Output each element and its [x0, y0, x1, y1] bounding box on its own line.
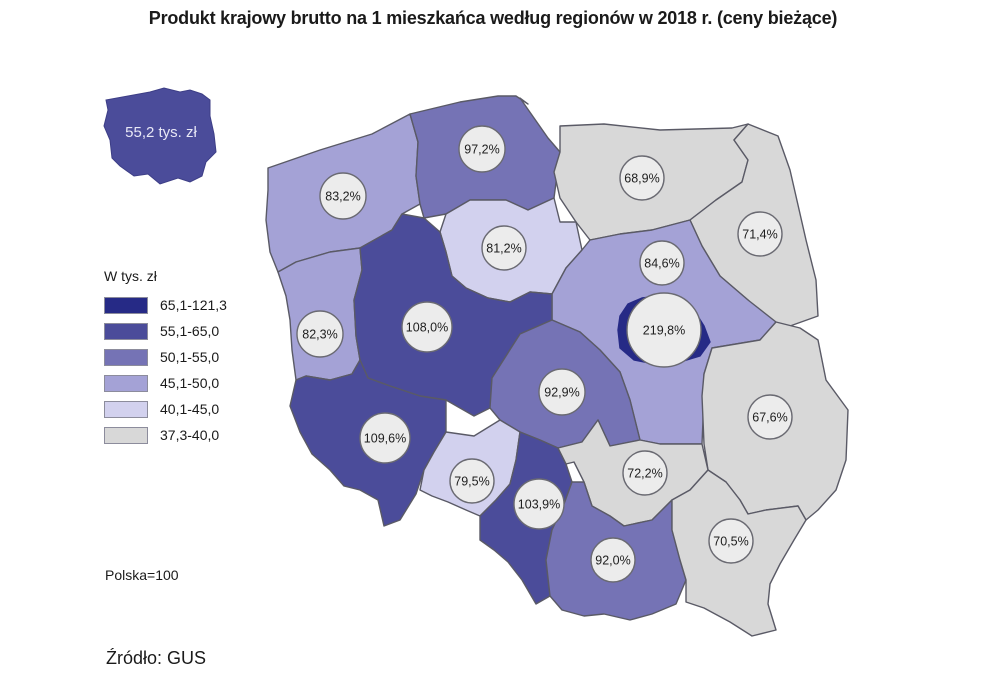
poland-national-silhouette — [103, 87, 217, 185]
value-mazowieckie-regionalne: 84,6% — [644, 256, 679, 270]
legend-swatch — [104, 400, 148, 418]
value-warminsko-mazurskie: 68,9% — [624, 171, 659, 185]
value-wielkopolskie: 108,0% — [406, 320, 448, 334]
value-malopolskie: 92,0% — [595, 553, 630, 567]
value-zachodniopomorskie: 83,2% — [325, 189, 360, 203]
value-lubuskie: 82,3% — [302, 327, 337, 341]
legend-title: W tys. zł — [104, 268, 157, 284]
value-kujawsko-pomorskie: 81,2% — [486, 241, 521, 255]
value-warszawski-stoleczny: 219,8% — [643, 323, 685, 337]
source-note: Źródło: GUS — [106, 648, 207, 668]
legend-swatch — [104, 374, 148, 392]
legend-label: 55,1-65,0 — [160, 323, 220, 339]
legend-label: 50,1-55,0 — [160, 349, 220, 365]
legend-item: 65,1-121,3 — [104, 292, 227, 318]
legend-label: 45,1-50,0 — [160, 375, 220, 391]
value-dolnoslaskie: 109,6% — [364, 431, 406, 445]
value-lodzkie: 92,9% — [544, 385, 579, 399]
legend-label: 65,1-121,3 — [160, 297, 227, 313]
legend-item: 50,1-55,0 — [104, 344, 227, 370]
national-value-label: 55,2 tys. zł — [125, 124, 197, 141]
legend-item: 40,1-45,0 — [104, 396, 227, 422]
legend-label: 40,1-45,0 — [160, 401, 220, 417]
value-pomorskie: 97,2% — [464, 142, 499, 156]
chart-title: Produkt krajowy brutto na 1 mieszkańca w… — [148, 8, 838, 28]
legend-swatch — [104, 322, 148, 340]
legend-swatch — [104, 296, 148, 314]
value-opolskie: 79,5% — [454, 474, 489, 488]
legend-swatch — [104, 348, 148, 366]
value-podkarpackie: 70,5% — [713, 534, 748, 548]
value-lubelskie: 67,6% — [752, 410, 787, 424]
legend-label: 37,3-40,0 — [160, 427, 220, 443]
index-note: Polska=100 — [105, 567, 179, 583]
value-podlaskie: 71,4% — [742, 227, 777, 241]
legend-item: 45,1-50,0 — [104, 370, 227, 396]
legend: W tys. zł 65,1-121,3 55,1-65,0 50,1-55,0… — [104, 268, 227, 448]
legend-swatch — [104, 426, 148, 444]
value-swietokrzyskie: 72,2% — [627, 466, 662, 480]
legend-item: 55,1-65,0 — [104, 318, 227, 344]
legend-item: 37,3-40,0 — [104, 422, 227, 448]
value-slaskie: 103,9% — [518, 497, 560, 511]
